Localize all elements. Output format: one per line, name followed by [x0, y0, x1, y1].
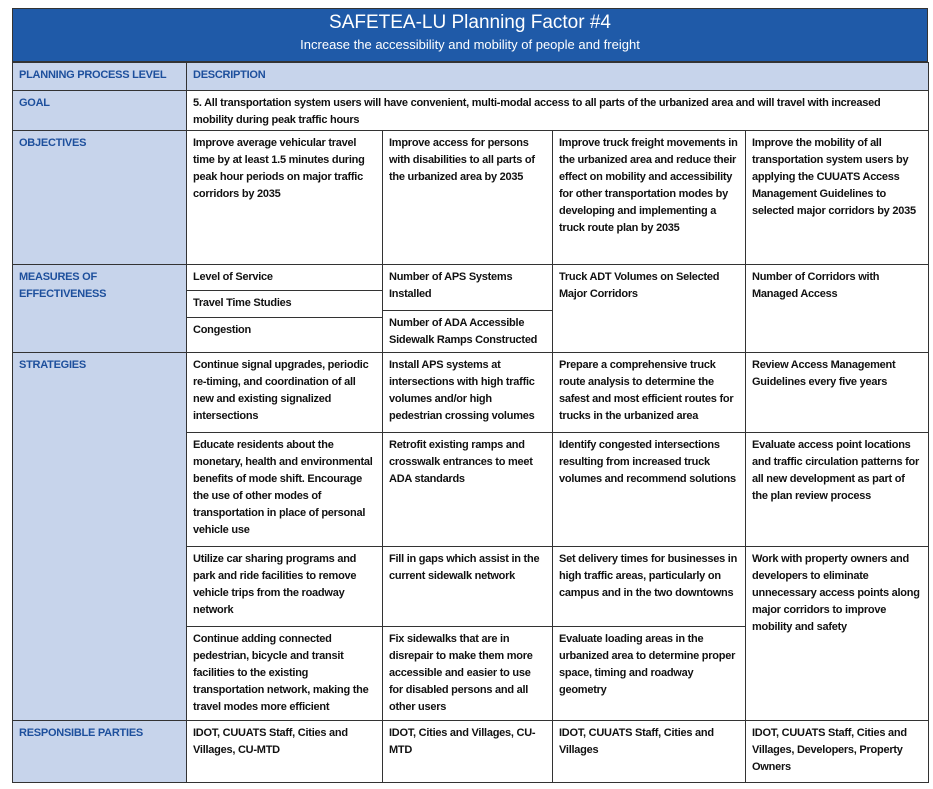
measure: Number of APS Systems Installed [382, 264, 553, 311]
measure: Congestion [186, 317, 383, 353]
measure: Level of Service [186, 264, 383, 291]
column-header: PLANNING PROCESS LEVEL [12, 62, 187, 91]
strategy: Retrofit existing ramps and crosswalk en… [382, 432, 553, 547]
strategy: Evaluate loading areas in the urbanized … [552, 626, 746, 721]
responsible-party: IDOT, CUUATS Staff, Cities and Villages,… [745, 720, 929, 783]
strategy: Install APS systems at intersections wit… [382, 352, 553, 433]
strategy: Identify congested intersections resulti… [552, 432, 746, 547]
objective: Improve the mobility of all transportati… [745, 130, 929, 265]
measure: Truck ADT Volumes on Selected Major Corr… [552, 264, 746, 353]
measure: Travel Time Studies [186, 290, 383, 318]
strategy: Fill in gaps which assist in the current… [382, 546, 553, 627]
objective: Improve average vehicular travel time by… [186, 130, 383, 265]
title-band: SAFETEA-LU Planning Factor #4 Increase t… [12, 8, 928, 62]
strategy: Evaluate access point locations and traf… [745, 432, 929, 547]
title: SAFETEA-LU Planning Factor #4 [329, 12, 611, 33]
row-label: RESPONSIBLE PARTIES [12, 720, 187, 783]
measure: Number of Corridors with Managed Access [745, 264, 929, 353]
measure: Number of ADA Accessible Sidewalk Ramps … [382, 310, 553, 353]
objective: Improve access for persons with disabili… [382, 130, 553, 265]
strategy: Set delivery times for businesses in hig… [552, 546, 746, 627]
objective: Improve truck freight movements in the u… [552, 130, 746, 265]
row-label: STRATEGIES [12, 352, 187, 721]
strategy: Prepare a comprehensive truck route anal… [552, 352, 746, 433]
responsible-party: IDOT, CUUATS Staff, Cities and Villages,… [186, 720, 383, 783]
responsible-party: IDOT, Cities and Villages, CU-MTD [382, 720, 553, 783]
goal-text: 5. All transportation system users will … [186, 90, 929, 131]
strategy: Continue signal upgrades, periodic re-ti… [186, 352, 383, 433]
row-label: OBJECTIVES [12, 130, 187, 265]
subtitle: Increase the accessibility and mobility … [300, 37, 640, 52]
strategy: Continue adding connected pedestrian, bi… [186, 626, 383, 721]
row-label: MEASURES OF EFFECTIVENESS [12, 264, 187, 353]
strategy: Work with property owners and developers… [745, 546, 929, 721]
responsible-party: IDOT, CUUATS Staff, Cities and Villages [552, 720, 746, 783]
column-header: DESCRIPTION [186, 62, 929, 91]
row-label: GOAL [12, 90, 187, 131]
strategy: Review Access Management Guidelines ever… [745, 352, 929, 433]
strategy: Utilize car sharing programs and park an… [186, 546, 383, 627]
strategy: Fix sidewalks that are in disrepair to m… [382, 626, 553, 721]
strategy: Educate residents about the monetary, he… [186, 432, 383, 547]
